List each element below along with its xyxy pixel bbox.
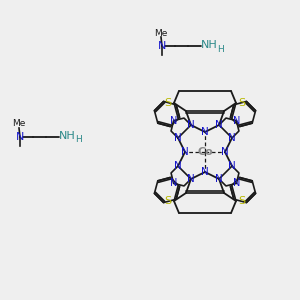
Text: Me: Me xyxy=(154,28,168,38)
Text: N: N xyxy=(174,133,182,143)
Text: S: S xyxy=(238,98,246,108)
Text: N: N xyxy=(170,116,177,126)
Text: H: H xyxy=(75,136,81,145)
Text: N: N xyxy=(187,174,195,184)
Text: N: N xyxy=(174,161,182,171)
Text: H: H xyxy=(217,44,224,53)
Text: N: N xyxy=(233,178,240,188)
Text: S: S xyxy=(164,196,172,206)
Text: NH: NH xyxy=(58,131,75,141)
Text: N: N xyxy=(215,174,223,184)
Text: N: N xyxy=(181,147,189,157)
Text: N: N xyxy=(201,167,209,177)
Text: N: N xyxy=(228,133,236,143)
Text: S: S xyxy=(164,98,172,108)
Text: N: N xyxy=(187,120,195,130)
Text: NH: NH xyxy=(201,40,218,50)
Text: Co: Co xyxy=(197,147,213,157)
Text: N: N xyxy=(221,147,229,157)
Text: S: S xyxy=(238,196,246,206)
Text: N: N xyxy=(158,41,166,51)
Text: N: N xyxy=(16,132,24,142)
Text: N: N xyxy=(228,161,236,171)
Text: N: N xyxy=(201,127,209,137)
Text: Me: Me xyxy=(12,119,26,128)
Text: N: N xyxy=(215,120,223,130)
Text: N: N xyxy=(170,178,177,188)
Text: N: N xyxy=(233,116,240,126)
